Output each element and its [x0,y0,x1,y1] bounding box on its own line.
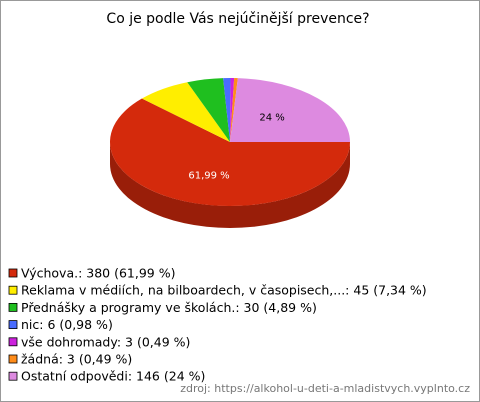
legend-label: Výchova.: 380 (61,99 %) [21,266,176,281]
slice-side [110,142,350,228]
slice [230,78,350,142]
legend-label: Reklama v médiích, na bilboardech, v čas… [21,283,427,298]
legend-label: vše dohromady: 3 (0,49 %) [21,334,190,349]
legend-swatch [8,337,18,347]
slice [223,78,231,142]
slice [230,78,235,142]
source: zdroj: https://alkohol-u-deti-a-mladistv… [180,382,470,395]
legend-swatch [8,371,18,381]
slice-label: 24 % [259,113,284,124]
slice [230,78,238,142]
legend-label: nic: 6 (0,98 %) [21,317,113,332]
legend-swatch [8,268,18,278]
legend-swatch [8,354,18,364]
slice [141,82,230,142]
legend-label: Ostatní odpovědi: 146 (24 %) [21,369,205,384]
legend: Výchova.: 380 (61,99 %) Reklama v médiích… [8,266,427,384]
slice [187,78,230,142]
chart-title: Co je podle Vás nejúčinější prevence? [106,11,369,27]
legend-label: Přednášky a programy ve školách.: 30 (4,… [21,300,317,315]
pie: 61,99 % 24 % [110,78,351,228]
slice [110,98,351,206]
legend-label: žádná: 3 (0,49 %) [21,352,132,367]
slice-label: 61,99 % [188,170,229,181]
legend-swatch [8,285,18,295]
legend-swatch [8,320,18,330]
legend-swatch [8,302,18,312]
